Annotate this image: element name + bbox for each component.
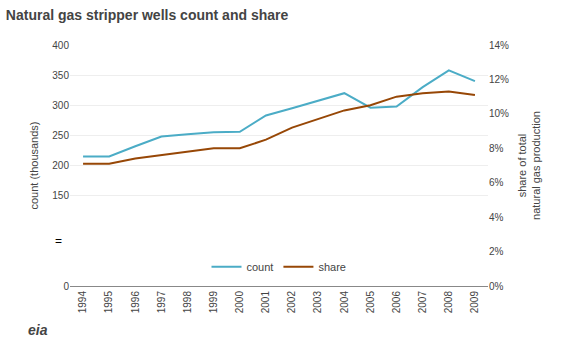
svg-text:200: 200 (52, 160, 69, 171)
svg-text:2007: 2007 (417, 291, 428, 314)
svg-text:share: share (318, 261, 346, 273)
svg-text:150: 150 (52, 190, 69, 201)
svg-text:2001: 2001 (260, 291, 271, 314)
svg-text:Natural gas stripper wells cou: Natural gas stripper wells count and sha… (6, 7, 289, 23)
svg-text:8%: 8% (489, 143, 504, 154)
svg-text:=: = (55, 234, 62, 248)
svg-text:count (thousands): count (thousands) (28, 121, 40, 209)
svg-text:2002: 2002 (286, 291, 297, 314)
svg-text:count: count (247, 261, 274, 273)
svg-text:2%: 2% (489, 246, 504, 257)
svg-text:2005: 2005 (365, 291, 376, 314)
svg-text:eia: eia (28, 322, 48, 338)
svg-text:300: 300 (52, 100, 69, 111)
svg-text:400: 400 (52, 40, 69, 51)
svg-text:6%: 6% (489, 177, 504, 188)
svg-text:1996: 1996 (130, 291, 141, 314)
svg-text:0: 0 (63, 281, 69, 292)
svg-text:1994: 1994 (77, 291, 88, 314)
svg-text:2004: 2004 (339, 291, 350, 314)
svg-text:250: 250 (52, 130, 69, 141)
svg-text:2003: 2003 (312, 291, 323, 314)
svg-text:14%: 14% (489, 40, 509, 51)
svg-text:2009: 2009 (469, 291, 480, 314)
svg-text:2000: 2000 (234, 291, 245, 314)
svg-text:2006: 2006 (391, 291, 402, 314)
svg-text:12%: 12% (489, 74, 509, 85)
svg-text:1997: 1997 (156, 291, 167, 314)
svg-text:2008: 2008 (443, 291, 454, 314)
svg-text:350: 350 (52, 70, 69, 81)
svg-text:1995: 1995 (103, 291, 114, 314)
svg-text:4%: 4% (489, 212, 504, 223)
svg-text:1999: 1999 (208, 291, 219, 314)
svg-text:10%: 10% (489, 108, 509, 119)
svg-text:1998: 1998 (182, 291, 193, 314)
svg-text:share of totalnatural gas prod: share of totalnatural gas production (516, 111, 542, 220)
svg-text:0%: 0% (489, 281, 504, 292)
